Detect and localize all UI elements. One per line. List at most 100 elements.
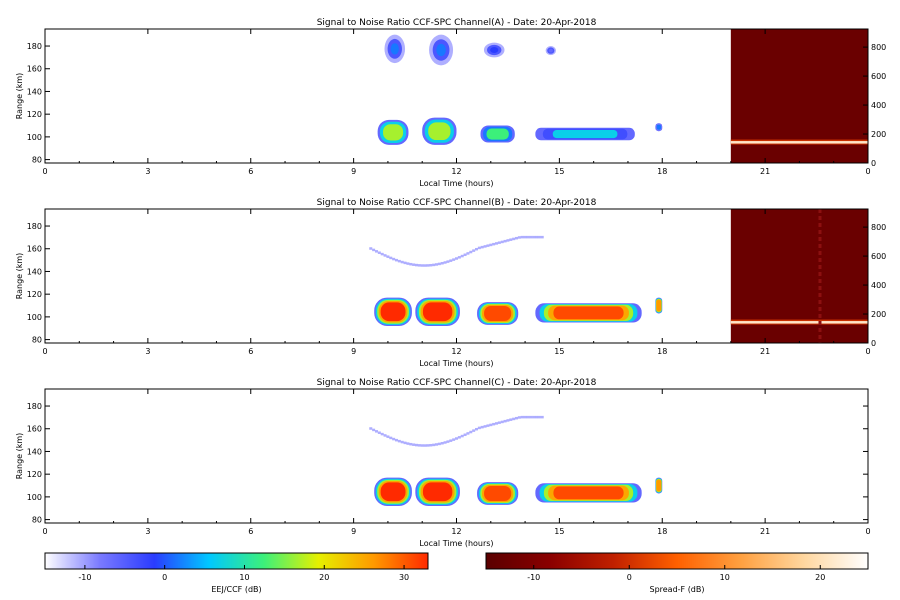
eej-echo-blob xyxy=(553,486,624,500)
y2-tick-label: 600 xyxy=(871,72,886,81)
weak-layer-point xyxy=(389,436,393,440)
weak-layer-point xyxy=(500,240,504,244)
y2-tick-label: 200 xyxy=(871,130,886,139)
weak-layer-point xyxy=(475,427,479,431)
weak-layer-point xyxy=(509,418,513,421)
x-tick-label: 0 xyxy=(865,167,870,176)
weak-layer-point xyxy=(535,415,539,419)
weak-layer-point xyxy=(380,252,384,256)
x-tick-label: 9 xyxy=(351,347,356,356)
chart-title: Signal to Noise Ratio CCF-SPC Channel(B)… xyxy=(317,198,597,208)
x-tick-label: 12 xyxy=(451,527,461,536)
weak-layer-point xyxy=(517,236,521,239)
weak-layer-point xyxy=(434,263,438,266)
x-tick-label: 0 xyxy=(865,347,870,356)
weak-layer-point xyxy=(483,245,487,248)
panel-b: 0 3 6 9 12 15 18 21 0801001201401601800200400600… xyxy=(15,198,886,368)
x-tick-label: 0 xyxy=(42,167,47,176)
weak-layer-point xyxy=(523,415,527,419)
weak-layer-point xyxy=(406,442,410,445)
weak-layer-point xyxy=(480,425,484,429)
weak-layer-point xyxy=(426,444,430,447)
weak-layer-point xyxy=(466,252,470,255)
weak-layer-point xyxy=(414,263,418,267)
weak-layer-point xyxy=(394,258,398,262)
y-tick-label: 160 xyxy=(27,245,42,254)
y2-tick-label: 0 xyxy=(871,339,876,348)
weak-layer-point xyxy=(486,424,490,427)
weak-layer-point xyxy=(540,415,544,419)
y2-tick-label: 0 xyxy=(871,159,876,168)
y-tick-label: 120 xyxy=(27,110,42,119)
weak-layer-point xyxy=(515,236,519,240)
weak-layer-point xyxy=(409,262,413,266)
weak-layer-point xyxy=(452,438,456,441)
x-tick-label: 12 xyxy=(451,167,461,176)
weak-layer-point xyxy=(495,422,499,425)
colorbar-gradient xyxy=(485,552,869,570)
weak-layer-point xyxy=(463,433,467,437)
y-tick-label: 180 xyxy=(27,402,42,411)
weak-layer-point xyxy=(506,239,510,242)
weak-layer-point xyxy=(414,443,418,447)
weak-layer-point xyxy=(412,263,416,266)
weak-layer-point xyxy=(512,417,516,421)
weak-layer-point xyxy=(443,441,447,444)
weak-layer-point xyxy=(469,430,473,434)
eej-echo-blob xyxy=(656,480,662,491)
y2-tick-label: 800 xyxy=(871,223,886,232)
weak-layer-point xyxy=(394,438,398,442)
weak-layer-point xyxy=(372,248,376,252)
weak-layer-point xyxy=(403,441,407,445)
weak-layer-point xyxy=(449,439,453,442)
x-tick-label: 18 xyxy=(657,167,667,176)
spread-f-layer xyxy=(730,141,868,144)
weak-layer-point xyxy=(457,436,461,439)
y2-tick-label: 400 xyxy=(871,101,886,110)
upper-echo-blob xyxy=(548,48,553,53)
x-tick-label: 3 xyxy=(145,527,150,536)
colorbar-eej: -10 0 10 20 30 EEJ/CCF (dB) xyxy=(44,552,429,594)
weak-layer-point xyxy=(380,432,384,436)
weak-layer-point xyxy=(374,250,378,253)
weak-layer-point xyxy=(460,254,464,258)
eej-echo-blob xyxy=(422,482,453,502)
weak-layer-point xyxy=(417,444,421,447)
weak-layer-point xyxy=(386,435,390,438)
weak-layer-point xyxy=(469,250,473,254)
weak-layer-point xyxy=(423,264,427,267)
weak-layer-point xyxy=(409,442,413,446)
x-tick-label: 15 xyxy=(554,347,564,356)
colorbar-tick-label: -10 xyxy=(78,573,91,582)
upper-echo-blob xyxy=(490,47,499,53)
upper-echo-blob xyxy=(436,43,446,57)
weak-layer-point xyxy=(377,431,381,434)
weak-layer-point xyxy=(506,419,510,422)
y-tick-label: 140 xyxy=(27,87,42,96)
eej-echo-blob xyxy=(428,122,451,141)
eej-echo-blob xyxy=(553,306,624,320)
x-tick-label: 0 xyxy=(42,347,47,356)
eej-echo-blob xyxy=(422,302,453,322)
weak-layer-point xyxy=(429,443,433,447)
weak-layer-point xyxy=(437,262,441,266)
weak-layer-point xyxy=(417,264,421,267)
weak-layer-point xyxy=(372,428,376,432)
eej-echo-blob xyxy=(656,124,662,130)
colorbar-tick-label: -10 xyxy=(527,573,540,582)
weak-layer-point xyxy=(492,242,496,246)
x-tick-label: 0 xyxy=(865,527,870,536)
weak-layer-point xyxy=(475,247,479,251)
weak-layer-point xyxy=(503,419,507,423)
x-tick-label: 12 xyxy=(451,347,461,356)
weak-layer-point xyxy=(515,416,519,420)
weak-layer-point xyxy=(466,432,470,435)
eej-echo-blob xyxy=(486,128,509,140)
chart-title: Signal to Noise Ratio CCF-SPC Channel(A)… xyxy=(317,18,597,28)
y-tick-label: 80 xyxy=(32,156,42,165)
weak-layer-point xyxy=(383,254,387,257)
weak-layer-point xyxy=(460,434,464,438)
y2-tick-label: 800 xyxy=(871,43,886,52)
y-axis-label: Range (km) xyxy=(15,73,24,120)
